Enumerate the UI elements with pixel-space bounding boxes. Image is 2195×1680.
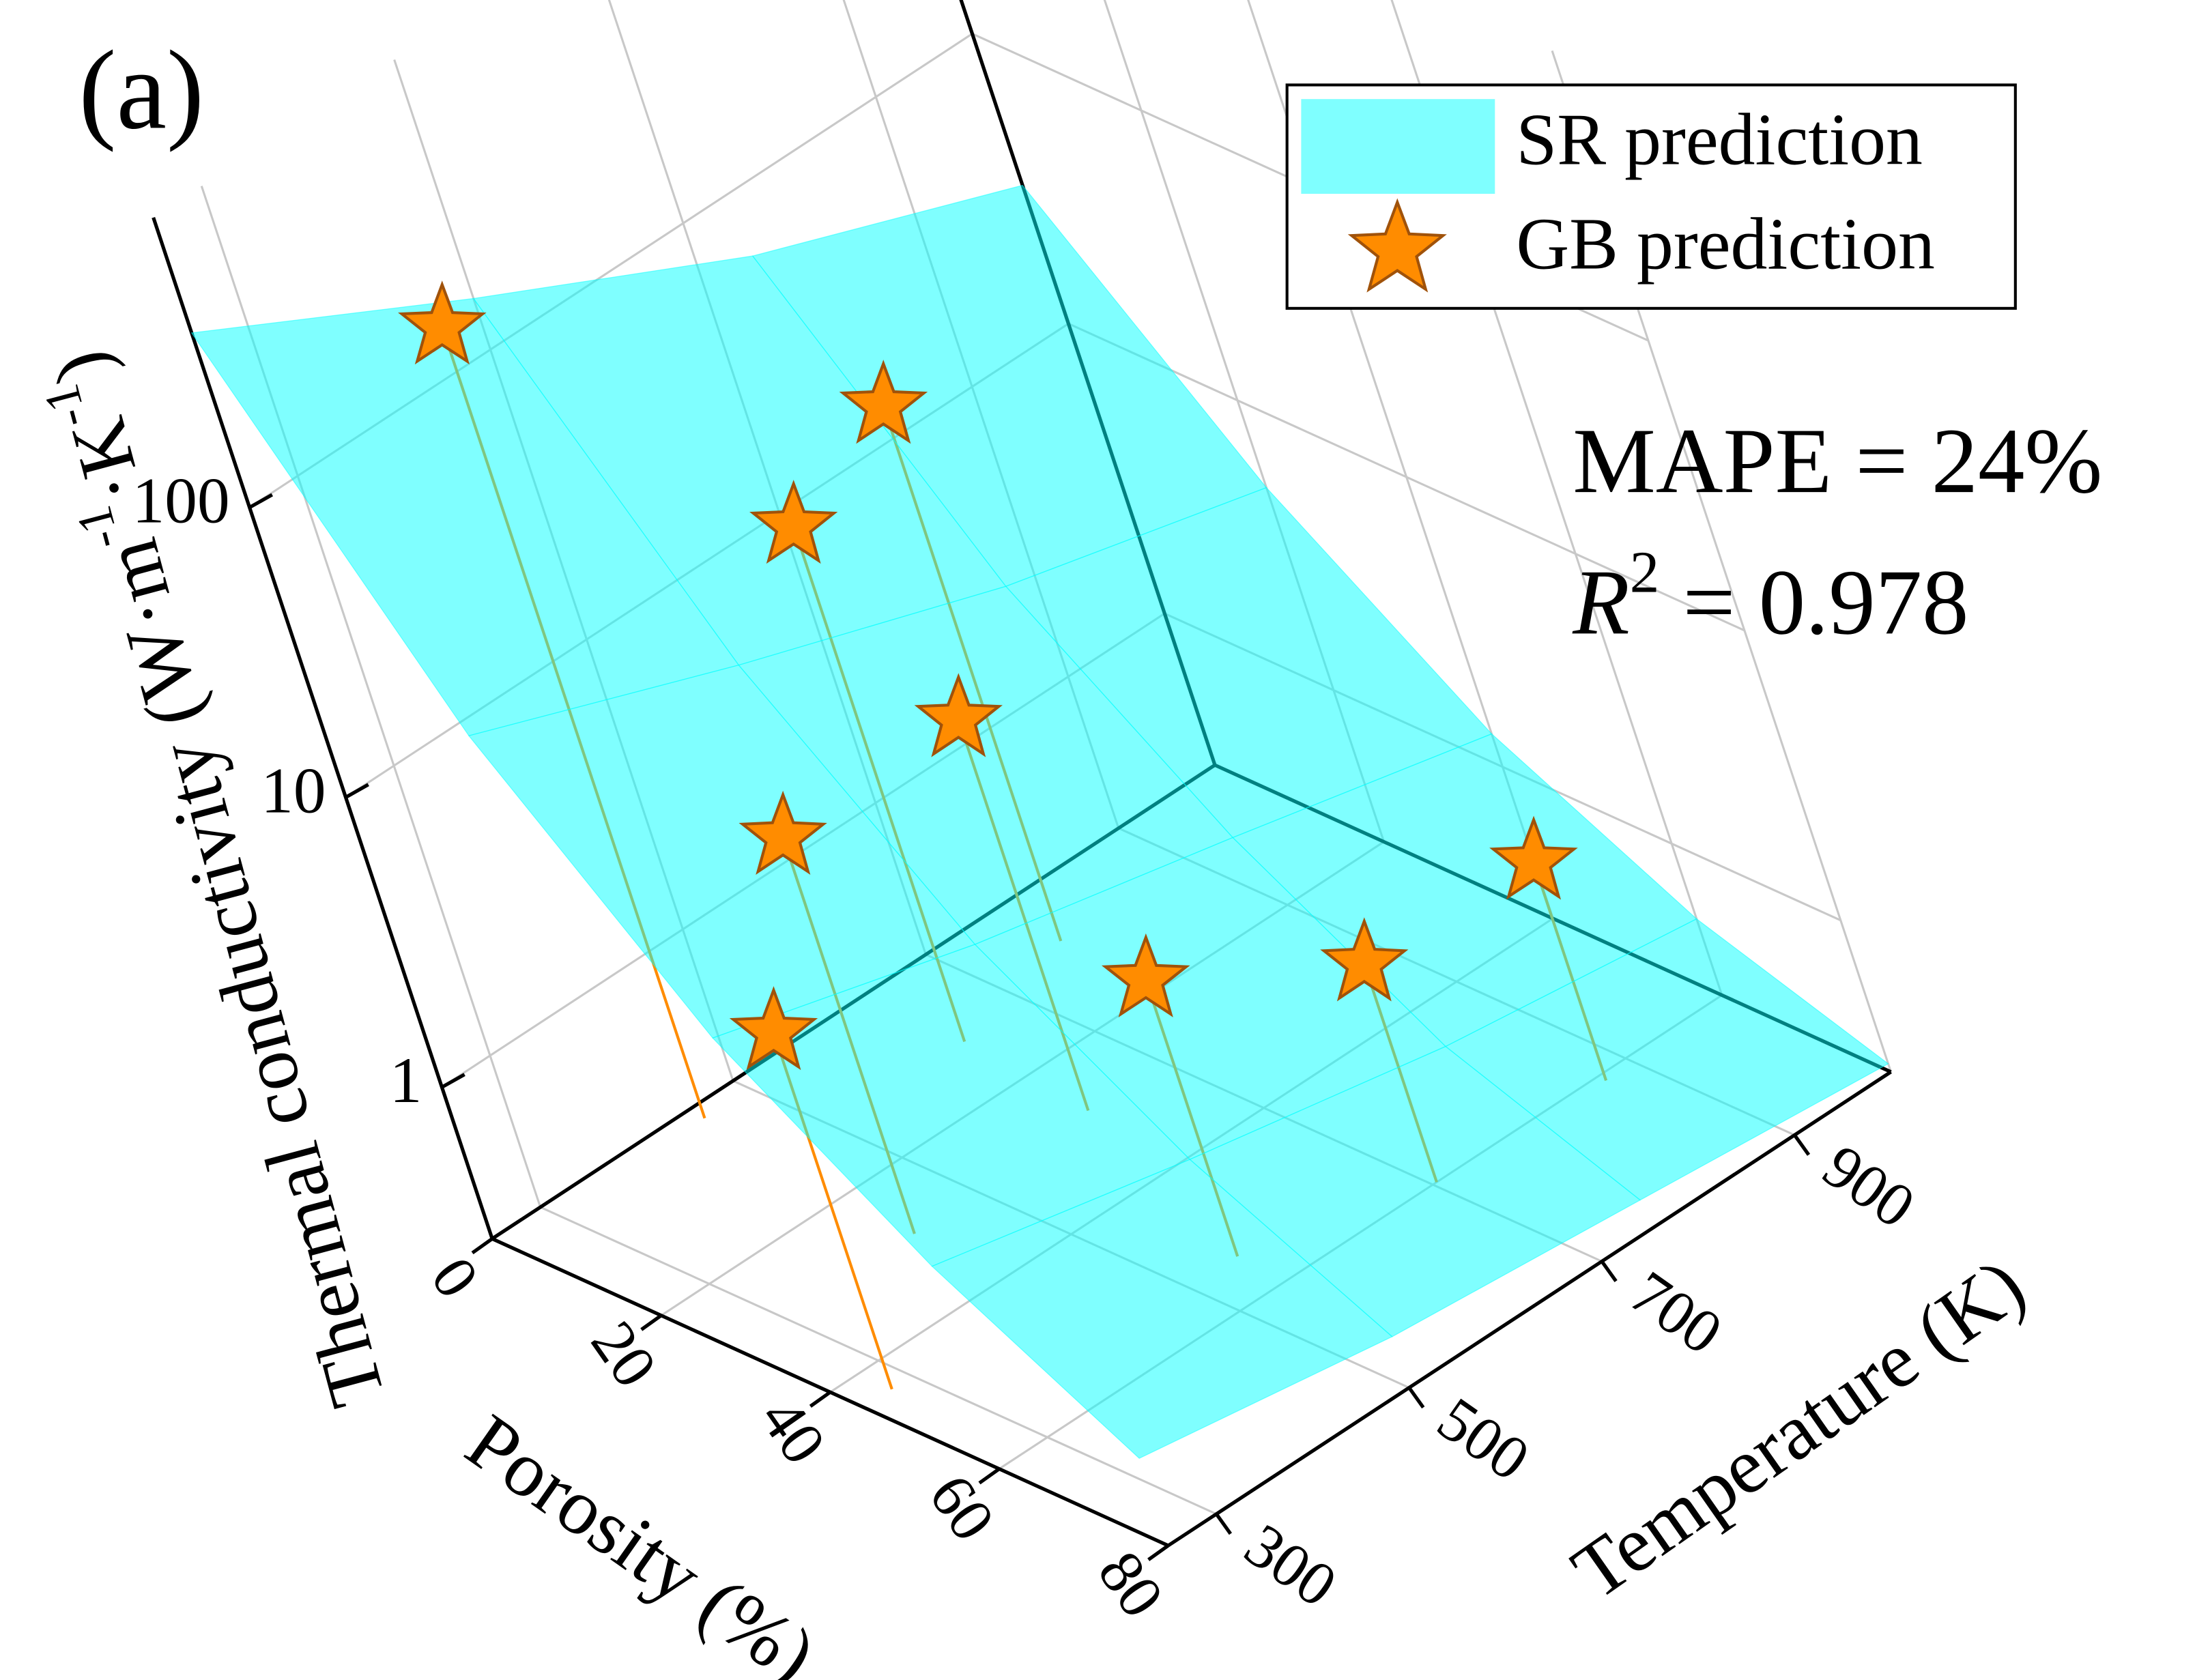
x-tick-label: 80: [1085, 1539, 1177, 1630]
tick-mark: [1147, 1544, 1170, 1561]
legend-star: [1347, 198, 1447, 293]
annotation-symbol: R: [1572, 551, 1630, 654]
star-point: [749, 480, 838, 564]
x-tick-label: 0: [418, 1245, 492, 1309]
panel-label: (a): [78, 27, 204, 152]
x-tick-label: 40: [747, 1386, 840, 1477]
tick-mark: [248, 493, 274, 509]
legend-label: GB prediction: [1516, 204, 1934, 285]
star-point: [398, 280, 487, 365]
x-tick-label: 60: [916, 1462, 1008, 1553]
grid-line: [540, 1206, 1217, 1516]
grid-line: [1067, 322, 1745, 632]
legend-swatch: [1301, 99, 1495, 194]
tick-mark: [345, 783, 369, 799]
annotation-text: = 0.978: [1659, 551, 1968, 654]
star-point: [1489, 815, 1578, 900]
y-tick-label: 500: [1426, 1384, 1542, 1494]
z-tick-label: 10: [261, 754, 326, 826]
surface-patch: [1444, 918, 1889, 1201]
tick-mark: [1600, 1260, 1618, 1283]
tick-mark: [809, 1391, 831, 1408]
tick-mark: [1407, 1387, 1425, 1409]
z-axis: [152, 217, 494, 1240]
annotation-text: MAPE = 24%: [1573, 409, 2102, 513]
tick-mark: [441, 1073, 465, 1089]
annotation: R2 = 0.978: [1572, 539, 1968, 654]
tick-mark: [471, 1237, 493, 1255]
tick-mark: [1215, 1513, 1233, 1535]
tick-mark: [978, 1467, 1001, 1485]
z-tick-label: 1: [390, 1044, 422, 1116]
y-tick-label: 700: [1618, 1258, 1734, 1367]
annotation-sup: 2: [1630, 539, 1660, 605]
y-axis: [1167, 1070, 1892, 1548]
y-tick-label: 900: [1811, 1131, 1927, 1241]
star-point: [738, 790, 827, 875]
star-point: [839, 360, 928, 444]
star-point: [1101, 933, 1190, 1017]
y-tick-label: 300: [1233, 1510, 1349, 1620]
annotation: MAPE = 24%: [1573, 409, 2102, 513]
star-point: [1320, 917, 1409, 1002]
star-point: [729, 986, 818, 1071]
legend-label: SR prediction: [1516, 99, 1923, 180]
tick-mark: [640, 1314, 663, 1331]
z-tick-label: 100: [132, 465, 230, 537]
star-point: [914, 673, 1003, 757]
tick-mark: [1793, 1133, 1811, 1156]
x-tick-label: 20: [578, 1309, 670, 1400]
z-axis-label-part: Thermal conductivity (W·m: [86, 530, 401, 1415]
